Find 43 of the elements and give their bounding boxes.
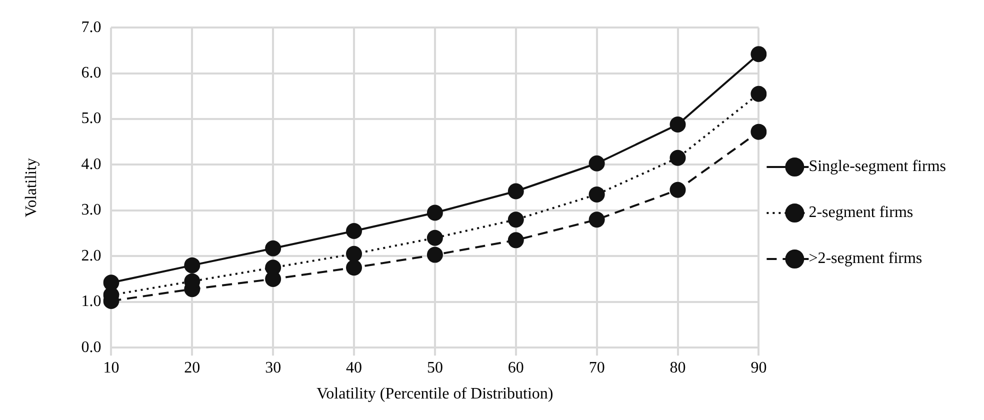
point	[508, 183, 524, 200]
x-tick-label: 70	[588, 359, 605, 376]
y-axis-title: Volatility	[22, 158, 40, 218]
point	[670, 116, 686, 133]
y-tick-label: 1.0	[81, 293, 102, 310]
y-tick-label: 7.0	[81, 18, 102, 36]
x-tick-label: 50	[426, 359, 443, 376]
y-tick-label: 5.0	[81, 110, 102, 128]
x-tick-label: 20	[184, 359, 200, 376]
point	[103, 274, 120, 291]
x-tick-label: 90	[750, 359, 767, 376]
point	[670, 182, 686, 198]
point	[426, 230, 443, 246]
y-tick-label: 3.0	[81, 202, 102, 219]
legend-label: >2-segment firms	[808, 250, 922, 268]
x-tick-label: 10	[103, 359, 120, 376]
x-tick-label: 80	[670, 359, 686, 376]
point	[588, 186, 605, 202]
x-axis-title: Volatility (Percentile of Distribution)	[316, 386, 554, 403]
point	[346, 246, 362, 262]
legend-label: Single-segment firms	[808, 158, 946, 176]
point	[508, 232, 524, 248]
x-tick-label: 30	[265, 359, 282, 376]
y-tick-label: 6.0	[81, 64, 102, 82]
point	[750, 86, 767, 102]
point	[508, 212, 524, 228]
y-tick-label: 0.0	[81, 338, 102, 356]
y-tick-label: 4.0	[81, 156, 102, 173]
point	[750, 124, 767, 140]
point	[750, 46, 767, 62]
y-tick-label: 2.0	[81, 247, 102, 264]
x-tick-label: 60	[508, 359, 524, 376]
x-tick-label: 40	[346, 359, 362, 376]
point	[265, 240, 282, 256]
point	[670, 150, 686, 166]
point	[346, 223, 362, 240]
point	[426, 204, 443, 221]
legend-label: 2-segment firms	[808, 204, 914, 222]
point	[426, 246, 443, 263]
point	[346, 260, 362, 276]
point	[184, 257, 200, 274]
point	[588, 155, 605, 172]
point	[588, 212, 605, 228]
